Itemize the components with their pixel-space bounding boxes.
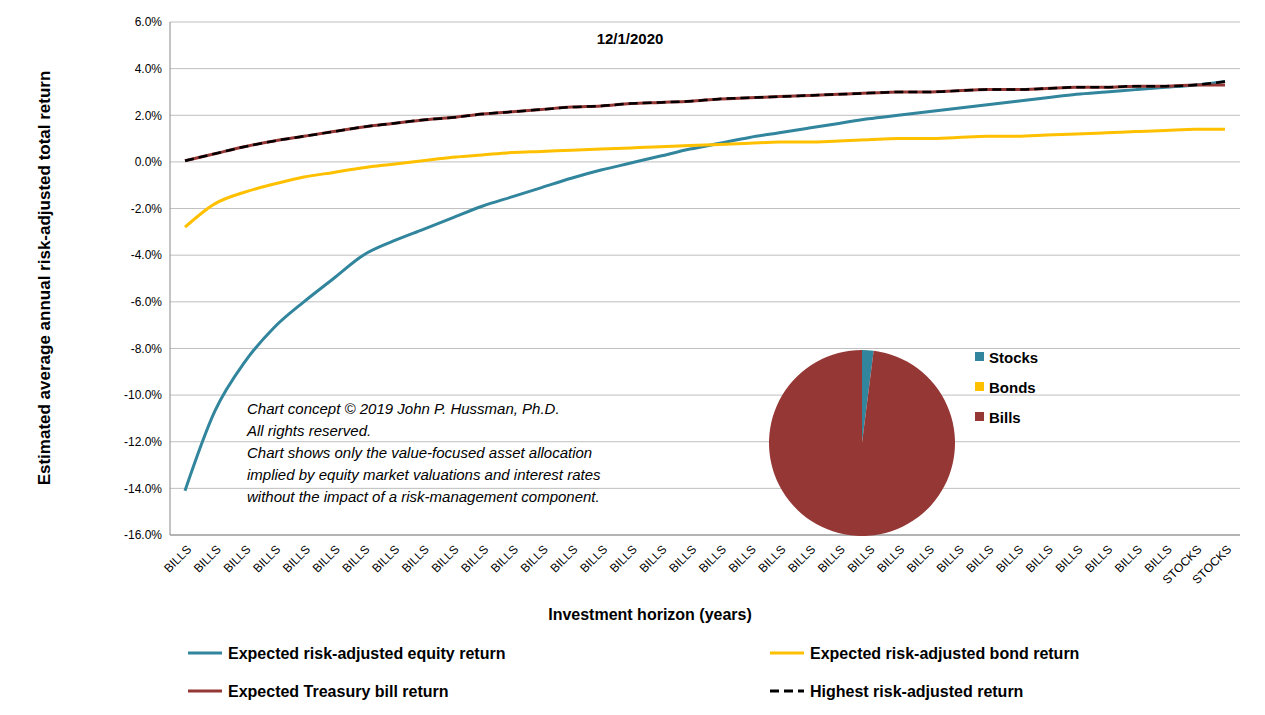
- svg-text:BILLS: BILLS: [934, 542, 967, 575]
- svg-text:BILLS: BILLS: [874, 542, 907, 575]
- svg-text:BILLS: BILLS: [785, 542, 818, 575]
- svg-text:6.0%: 6.0%: [135, 15, 163, 29]
- svg-text:2.0%: 2.0%: [135, 109, 163, 123]
- svg-text:-8.0%: -8.0%: [131, 342, 163, 356]
- svg-text:BILLS: BILLS: [1053, 542, 1086, 575]
- svg-text:-14.0%: -14.0%: [124, 482, 162, 496]
- svg-text:BILLS: BILLS: [369, 542, 402, 575]
- svg-text:Expected risk-adjusted bond re: Expected risk-adjusted bond return: [810, 645, 1079, 662]
- svg-text:-6.0%: -6.0%: [131, 295, 163, 309]
- svg-text:BILLS: BILLS: [339, 542, 372, 575]
- svg-text:-12.0%: -12.0%: [124, 435, 162, 449]
- svg-text:BILLS: BILLS: [250, 542, 283, 575]
- svg-text:Expected Treasury bill return: Expected Treasury bill return: [228, 683, 449, 700]
- svg-text:Highest risk-adjusted return: Highest risk-adjusted return: [810, 683, 1023, 700]
- svg-text:BILLS: BILLS: [280, 542, 313, 575]
- svg-text:BILLS: BILLS: [488, 542, 521, 575]
- svg-text:STOCKS: STOCKS: [1159, 542, 1205, 587]
- svg-text:BILLS: BILLS: [726, 542, 759, 575]
- svg-text:BILLS: BILLS: [666, 542, 699, 575]
- svg-text:BILLS: BILLS: [221, 542, 254, 575]
- svg-text:BILLS: BILLS: [1082, 542, 1115, 575]
- svg-text:without the impact of a risk-m: without the impact of a risk-management …: [247, 488, 600, 505]
- svg-text:-2.0%: -2.0%: [131, 202, 163, 216]
- svg-text:BILLS: BILLS: [429, 542, 462, 575]
- svg-text:BILLS: BILLS: [607, 542, 640, 575]
- svg-text:All rights reserved.: All rights reserved.: [246, 422, 371, 439]
- svg-text:BILLS: BILLS: [637, 542, 670, 575]
- svg-text:BILLS: BILLS: [845, 542, 878, 575]
- svg-text:Expected risk-adjusted equity: Expected risk-adjusted equity return: [228, 645, 505, 662]
- svg-text:Bills: Bills: [989, 409, 1021, 426]
- svg-text:BILLS: BILLS: [815, 542, 848, 575]
- svg-text:-16.0%: -16.0%: [124, 528, 162, 542]
- svg-text:BILLS: BILLS: [963, 542, 996, 575]
- svg-text:BILLS: BILLS: [1141, 542, 1175, 576]
- svg-text:0.0%: 0.0%: [135, 155, 163, 169]
- svg-text:-4.0%: -4.0%: [131, 248, 163, 262]
- svg-text:BILLS: BILLS: [191, 542, 224, 575]
- svg-text:Chart shows only the value-foc: Chart shows only the value-focused asset…: [247, 444, 592, 461]
- svg-text:BILLS: BILLS: [547, 542, 580, 575]
- svg-text:BILLS: BILLS: [1023, 542, 1056, 575]
- svg-text:BILLS: BILLS: [696, 542, 729, 575]
- svg-text:BILLS: BILLS: [518, 542, 551, 575]
- svg-text:Investment horizon (years): Investment horizon (years): [548, 606, 752, 623]
- svg-text:BILLS: BILLS: [310, 542, 343, 575]
- svg-text:-10.0%: -10.0%: [124, 388, 162, 402]
- svg-text:12/1/2020: 12/1/2020: [597, 30, 664, 47]
- svg-text:Chart concept © 2019 John P. H: Chart concept © 2019 John P. Hussman, Ph…: [247, 400, 560, 417]
- svg-text:BILLS: BILLS: [399, 542, 432, 575]
- svg-text:BILLS: BILLS: [993, 542, 1026, 575]
- svg-text:BILLS: BILLS: [1112, 542, 1145, 575]
- svg-text:BILLS: BILLS: [458, 542, 491, 575]
- svg-text:BILLS: BILLS: [904, 542, 937, 575]
- svg-text:Estimated average annual risk-: Estimated average annual risk-adjusted t…: [35, 71, 54, 486]
- svg-text:4.0%: 4.0%: [135, 62, 163, 76]
- svg-text:BILLS: BILLS: [755, 542, 788, 575]
- svg-text:BILLS: BILLS: [161, 542, 194, 575]
- svg-text:implied by equity market valua: implied by equity market valuations and …: [247, 466, 601, 483]
- svg-text:Bonds: Bonds: [989, 379, 1036, 396]
- svg-text:Stocks: Stocks: [989, 349, 1038, 366]
- svg-text:STOCKS: STOCKS: [1190, 542, 1235, 587]
- svg-text:BILLS: BILLS: [577, 542, 610, 575]
